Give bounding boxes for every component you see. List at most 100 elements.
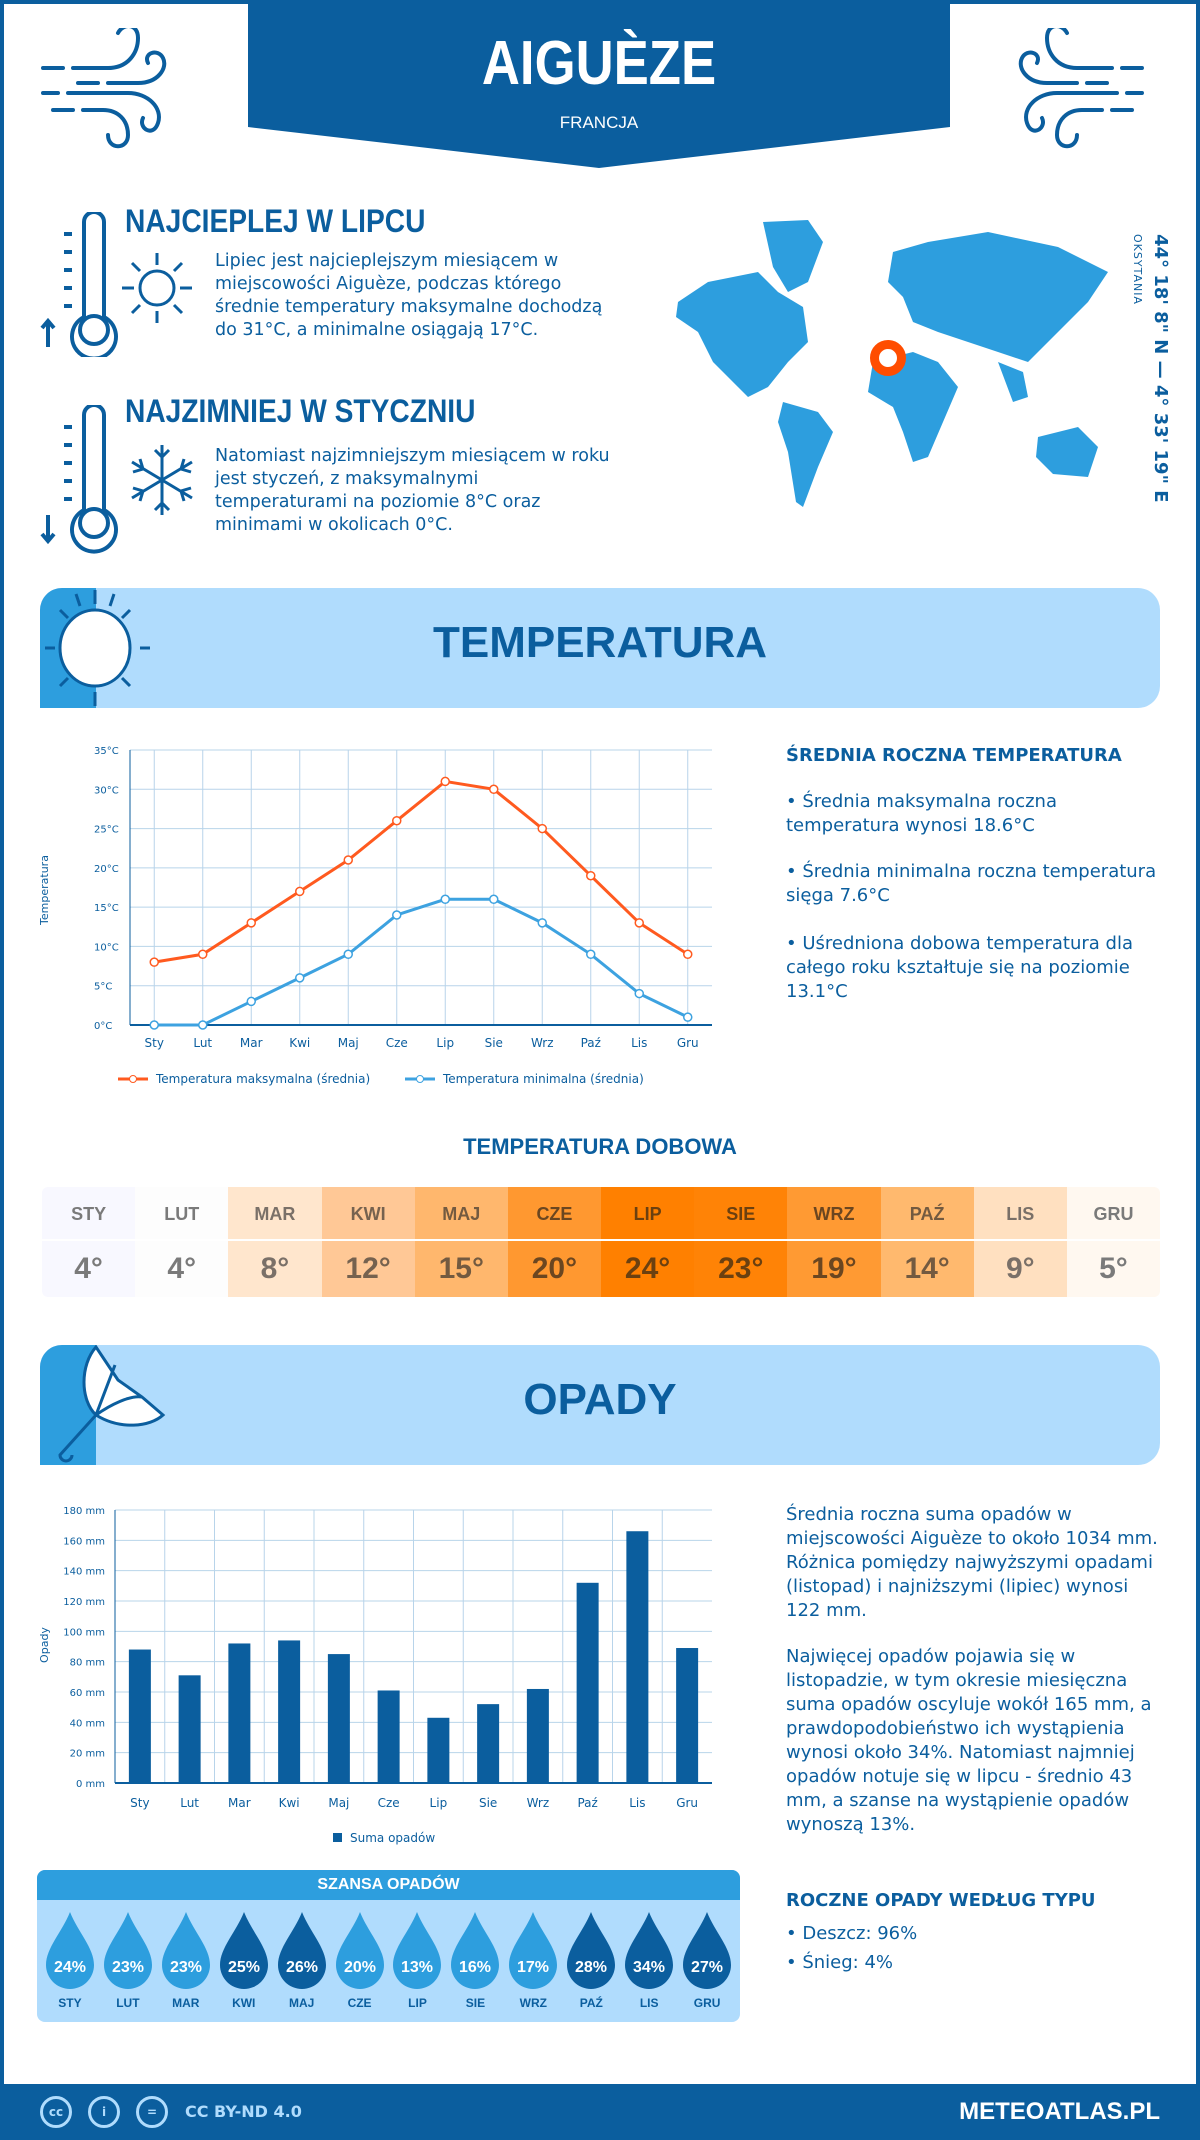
x-tick-label: Wrz <box>531 1036 554 1050</box>
daily-temp-value: 24° <box>624 1252 671 1285</box>
daily-temp-cze: CZE 20° <box>507 1187 602 1297</box>
raindrop-icon: 17% <box>509 1912 558 1989</box>
precip-chance-value: 27% <box>691 1959 723 1976</box>
x-tick-label: Gru <box>677 1036 699 1050</box>
license-label[interactable]: CC BY-ND 4.0 <box>185 2102 302 2121</box>
precip-chance-month: MAJ <box>288 1996 315 2010</box>
x-tick-label: Sie <box>485 1036 503 1050</box>
annual-temp-bullet-3: • Uśredniona dobowa temperatura dla całe… <box>786 933 1134 1002</box>
thermometer-up-icon <box>40 212 118 357</box>
x-tick-label: Paź <box>581 1036 601 1050</box>
hottest-title: NAJCIEPLEJ W LIPCU <box>125 203 426 239</box>
daily-temp-value: 12° <box>345 1252 391 1285</box>
x-tick-label: Mar <box>228 1796 251 1810</box>
daily-temp-month: GRU <box>1066 1187 1160 1241</box>
y-axis-label: Temperatura <box>38 855 51 926</box>
data-point <box>149 1020 159 1030</box>
bar-sie <box>477 1704 500 1783</box>
daily-temp-month: STY <box>42 1187 136 1241</box>
wind-icon-left <box>41 28 167 149</box>
daily-temp-maj: MAJ 15° <box>414 1187 508 1297</box>
series-line-min <box>154 897 689 1027</box>
y-tick-label: 140 mm <box>63 1567 105 1578</box>
x-tick-label: Lut <box>180 1796 199 1810</box>
y-tick-label: 10°C <box>94 942 119 953</box>
footer: cc i = CC BY-ND 4.0 METEOATLAS.PL <box>0 2084 1200 2140</box>
daily-temp-month: CZE <box>507 1187 602 1241</box>
y-tick-label: 100 mm <box>63 1627 105 1638</box>
precip-chance-value: 23% <box>170 1959 202 1976</box>
precip-chance-title: SZANSA OPADÓW <box>37 1870 740 1900</box>
daily-temp-month: LIP <box>601 1187 695 1241</box>
data-point <box>440 894 450 905</box>
daily-temp-value: 19° <box>811 1252 857 1285</box>
bar-wrz <box>526 1688 549 1783</box>
legend-label: Temperatura minimalna (średnia) <box>442 1072 644 1086</box>
site-link[interactable]: METEOATLAS.PL <box>959 2098 1160 2125</box>
daily-temp-value: 20° <box>531 1252 578 1285</box>
bar-kwi <box>278 1640 301 1783</box>
daily-temp-sty: STY 4° <box>42 1187 136 1297</box>
no-derivatives-icon: = <box>136 2096 168 2128</box>
precipitation-chart: 0 mm 20 mm 40 mm 60 mm 80 mm 100 mm 120 mm 140 … <box>38 1506 712 1845</box>
data-point <box>246 996 256 1007</box>
coldest-text: Natomiast najzimniejszym miesiącem w rok… <box>215 446 610 535</box>
x-tick-label: Gru <box>676 1796 698 1810</box>
x-tick-label: Lip <box>436 1036 454 1050</box>
y-tick-label: 30°C <box>94 785 119 796</box>
x-tick-label: Lis <box>631 1036 647 1050</box>
precip-chance-value: 20% <box>344 1959 376 1976</box>
daily-temp-month: MAJ <box>414 1187 508 1241</box>
x-tick-label: Sty <box>130 1796 149 1810</box>
precip-chance-wrz: 17% WRZ <box>504 1910 562 2010</box>
raindrop-icon: 23% <box>103 1912 152 1989</box>
data-point <box>198 1020 208 1030</box>
annual-temp-bullet-1: • Średnia maksymalna roczna temperatura … <box>786 791 1057 836</box>
legend-marker <box>416 1075 424 1083</box>
x-tick-label: Sty <box>145 1036 164 1050</box>
precip-chance-month: SIE <box>465 1996 486 2010</box>
snowflake-icon <box>131 445 193 515</box>
daily-temp-value: 15° <box>438 1252 484 1285</box>
data-point <box>246 918 256 928</box>
raindrop-icon: 28% <box>567 1912 616 1989</box>
precip-chance-month: MAR <box>172 1996 200 2010</box>
raindrop-icon: 26% <box>277 1912 326 1989</box>
precip-chance-gru: 27% GRU <box>678 1910 736 2010</box>
precip-chance-value: 25% <box>228 1959 260 1976</box>
legend-label: Suma opadów <box>350 1831 435 1845</box>
precip-text-2: Najwięcej opadów pojawia się w listopadz… <box>786 1646 1152 1835</box>
daily-temp-sie: SIE 23° <box>694 1187 788 1297</box>
precip-chance-kwi: 25% KWI <box>215 1910 273 2010</box>
y-tick-label: 35°C <box>94 746 119 757</box>
coldest-title: NAJZIMNIEJ W STYCZNIU <box>125 393 476 429</box>
y-tick-label: 120 mm <box>63 1597 105 1608</box>
attribution-icon: i <box>88 2096 120 2128</box>
daily-temp-value: 5° <box>1099 1252 1128 1285</box>
location-marker-wrap <box>622 283 852 319</box>
daily-temp-lis: LIS 9° <box>973 1187 1067 1297</box>
daily-temp-month: MAR <box>228 1187 322 1241</box>
data-point <box>392 910 402 920</box>
region-label: OKSYTANIA <box>1131 234 1144 305</box>
data-point <box>149 957 159 967</box>
precip-chance-lis: 34% LIS <box>620 1910 678 2010</box>
x-tick-label: Kwi <box>279 1796 300 1810</box>
city-title: AIGUÈZE <box>481 29 717 98</box>
data-point <box>489 894 499 905</box>
temperature-chart: 0°C 5°C 10°C 15°C 20°C 25°C 30°C 35°C Sty Lut Mar K… <box>38 746 712 1086</box>
daily-temp-value: 8° <box>260 1252 290 1285</box>
y-tick-label: 60 mm <box>70 1688 105 1699</box>
daily-temp-value: 4° <box>74 1252 103 1285</box>
coordinates: 44° 18' 8" N — 4° 33' 19" E <box>1150 234 1171 503</box>
data-point <box>343 949 353 960</box>
y-tick-label: 160 mm <box>63 1536 105 1547</box>
sun-section-icon <box>45 590 150 706</box>
x-tick-label: Maj <box>328 1796 349 1810</box>
data-point <box>440 776 450 787</box>
x-tick-label: Paź <box>577 1796 597 1810</box>
precip-chance-month: LUT <box>116 1996 140 2010</box>
precip-chance-maj: 26% MAJ <box>273 1910 331 2010</box>
umbrella-icon <box>58 1345 166 1463</box>
thermometer-down-icon <box>40 405 118 554</box>
